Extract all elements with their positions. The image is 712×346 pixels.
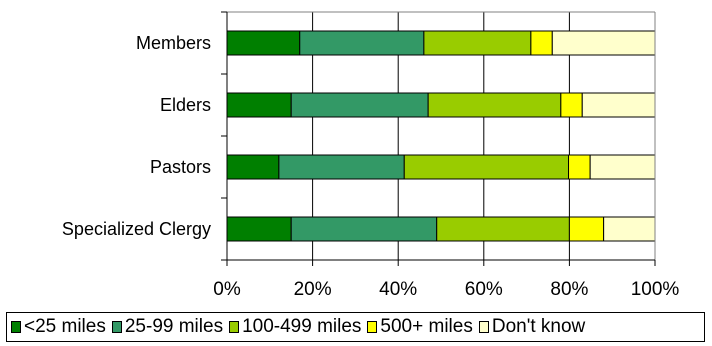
category-label: Members bbox=[136, 33, 211, 53]
category-label: Elders bbox=[160, 95, 211, 115]
legend-label: 25-99 miles bbox=[124, 316, 224, 337]
bar-segment bbox=[290, 216, 438, 242]
bar-segment bbox=[581, 92, 656, 118]
x-tick-label: 40% bbox=[379, 279, 417, 300]
bar-segment bbox=[436, 216, 570, 242]
bar-segment bbox=[423, 30, 532, 56]
legend-item: 500+ miles bbox=[367, 316, 473, 338]
bar-segment bbox=[226, 92, 292, 118]
x-tick-labels: 0% 20% 40% 60% 80% 100% bbox=[213, 279, 679, 300]
legend: <25 miles 25-99 miles 100-499 miles 500+ mi… bbox=[6, 312, 705, 342]
legend-swatch bbox=[367, 321, 378, 333]
x-tick-label: 60% bbox=[465, 279, 503, 300]
x-tick-label: 0% bbox=[213, 279, 241, 300]
axes bbox=[221, 11, 656, 266]
bar-segment bbox=[226, 216, 292, 242]
legend-swatch bbox=[478, 321, 489, 333]
bars bbox=[226, 30, 656, 242]
bar-segment bbox=[226, 154, 280, 180]
x-tick-label: 80% bbox=[550, 279, 588, 300]
legend-item: Don't know bbox=[478, 316, 586, 338]
bar-segment bbox=[560, 92, 583, 118]
legend-label: <25 miles bbox=[24, 316, 106, 337]
bar-segment bbox=[278, 154, 405, 180]
stacked-bar-chart: Members Elders Pastors Specialized Clergy 0… bbox=[62, 11, 679, 300]
bar-segment bbox=[589, 154, 656, 180]
bar-segment bbox=[568, 154, 591, 180]
bar-segment bbox=[551, 30, 656, 56]
x-tick-label: 20% bbox=[294, 279, 332, 300]
legend-item: 100-499 miles bbox=[229, 316, 361, 338]
category-labels: Members Elders Pastors Specialized Clergy bbox=[62, 33, 211, 239]
category-label: Pastors bbox=[150, 157, 211, 177]
bar-segment bbox=[427, 92, 562, 118]
legend-label: Don't know bbox=[491, 316, 586, 337]
legend-item: <25 miles bbox=[11, 316, 106, 338]
legend-swatch bbox=[229, 321, 240, 333]
legend-swatch bbox=[111, 321, 122, 333]
legend-swatch bbox=[11, 321, 21, 333]
bar-segment bbox=[290, 92, 429, 118]
bar-segment bbox=[568, 216, 605, 242]
bar-segment bbox=[226, 30, 301, 56]
category-label: Specialized Clergy bbox=[62, 219, 211, 239]
bar-segment bbox=[530, 30, 553, 56]
x-tick-label: 100% bbox=[631, 279, 680, 300]
legend-label: 500+ miles bbox=[380, 316, 473, 337]
bar-segment bbox=[603, 216, 656, 242]
bar-segment bbox=[403, 154, 570, 180]
legend-label: 100-499 miles bbox=[242, 316, 362, 337]
bar-segment bbox=[299, 30, 425, 56]
legend-item: 25-99 miles bbox=[111, 316, 224, 338]
